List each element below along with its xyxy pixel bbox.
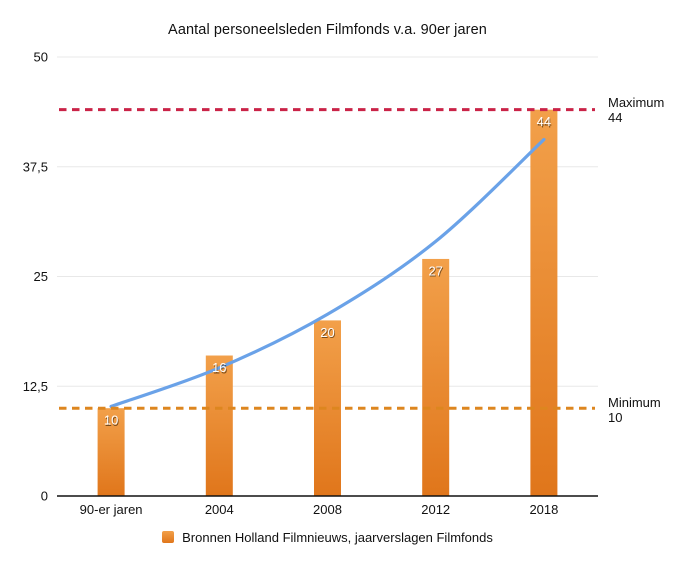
bar-value-label: 16 (212, 360, 226, 375)
maximum-label-value: 44 (608, 109, 623, 125)
trend-line (109, 137, 546, 409)
x-axis-category-label: 2004 (205, 502, 234, 517)
bar-value-label: 44 (537, 114, 551, 129)
maximum-line-label: Maximum 44 (608, 95, 665, 125)
bar-value-label-shadow: 20 (321, 326, 335, 341)
y-axis-tick-label: 50 (34, 50, 48, 65)
maximum-label-text: Maximum (608, 95, 665, 110)
bar-value-label-shadow: 10 (105, 414, 119, 429)
minimum-label-value: 10 (608, 409, 623, 425)
bar-value-label: 10 (104, 413, 118, 428)
legend-swatch-icon (162, 531, 175, 543)
x-axis-category-label: 90-er jaren (80, 502, 143, 517)
x-axis-category-label: 2018 (529, 502, 558, 517)
y-axis-tick-label: 37,5 (23, 159, 48, 174)
chart-title: Aantal personeelsleden Filmfonds v.a. 90… (168, 22, 487, 38)
bar-2018 (530, 109, 558, 497)
x-axis-category-label: 2008 (313, 502, 342, 517)
bar-2004 (205, 355, 233, 496)
bar-value-label-shadow: 27 (429, 265, 443, 280)
legend-label: Bronnen Holland Filmnieuws, jaarverslage… (182, 529, 493, 545)
bar-90-er jaren (97, 408, 125, 496)
y-axis-tick-label: 0 (41, 489, 48, 504)
bar-value-label-shadow: 44 (537, 115, 551, 130)
y-axis-tick-label: 12,5 (23, 379, 48, 394)
bar-value-label: 20 (320, 325, 334, 340)
bar-value-label-shadow: 16 (213, 361, 227, 376)
y-axis-tick-label: 25 (34, 269, 48, 284)
bar-2012 (422, 258, 450, 496)
legend: Bronnen Holland Filmnieuws, jaarverslage… (57, 528, 598, 546)
bar-value-label: 27 (428, 263, 442, 278)
x-axis-category-label: 2012 (421, 502, 450, 517)
minimum-line-label: Minimum 10 (608, 395, 661, 425)
minimum-label-text: Minimum (608, 395, 661, 410)
